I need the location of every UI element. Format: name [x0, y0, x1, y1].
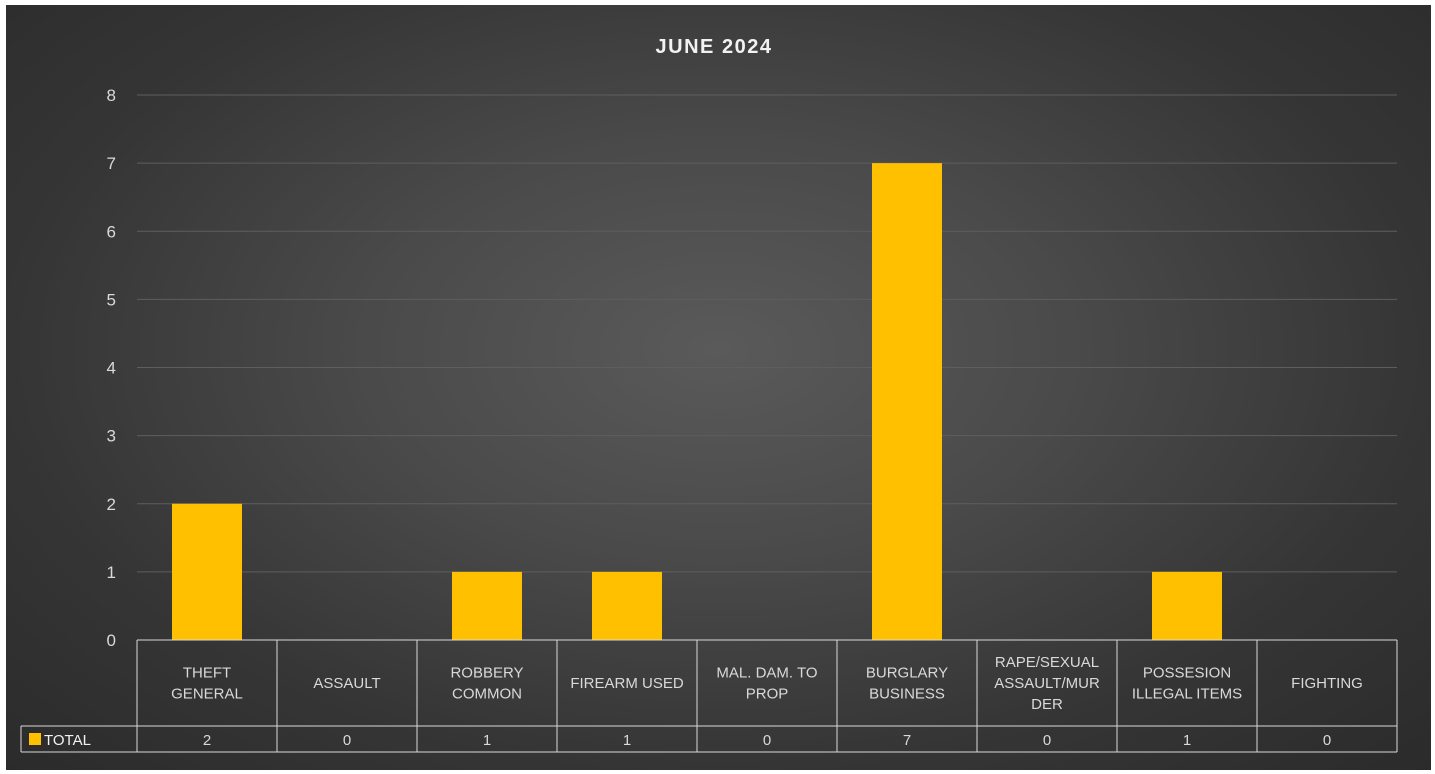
data-table-value: 1 — [1183, 732, 1191, 749]
y-tick-label: 4 — [107, 359, 116, 378]
category-label: COMMON — [452, 686, 522, 703]
data-table: THEFT GENERAL 2 ASSAULT 0 ROBBERY COMMON 1 FIREA… — [20, 639, 1398, 753]
bar — [172, 503, 242, 640]
data-table-value: 1 — [623, 732, 631, 749]
y-tick-label: 2 — [107, 495, 116, 514]
data-table-value: 0 — [343, 732, 351, 749]
legend-swatch — [29, 733, 41, 745]
category-label: FIREARM USED — [570, 675, 684, 692]
bar-chart: JUNE 2024 0 1 2 3 4 5 6 7 8 THEFT GENERAL 2 ASSAULT… — [20, 36, 1398, 753]
y-tick-label: 5 — [107, 290, 116, 309]
y-tick-label: 3 — [107, 427, 116, 446]
category-label: DER — [1031, 696, 1063, 713]
data-table-value: 7 — [903, 732, 911, 749]
gridlines — [137, 94, 1397, 573]
legend-label: TOTAL — [44, 732, 91, 749]
chart-area: JUNE 2024 0 1 2 3 4 5 6 7 8 THEFT GENERAL 2 ASSAULT… — [6, 5, 1431, 770]
bar — [592, 571, 662, 640]
data-table-value: 0 — [763, 732, 771, 749]
bar — [1152, 571, 1222, 640]
y-tick-label: 6 — [107, 222, 116, 241]
data-table-value: 1 — [483, 732, 491, 749]
category-label: GENERAL — [171, 686, 243, 703]
y-axis-ticks: 0 1 2 3 4 5 6 7 8 — [107, 86, 116, 650]
y-tick-label: 8 — [107, 86, 116, 105]
bar — [452, 571, 522, 640]
category-label: ASSAULT — [313, 675, 380, 692]
category-label: ASSAULT/MUR — [994, 675, 1100, 692]
category-label: BURGLARY — [866, 665, 948, 682]
category-label: POSSESION — [1143, 665, 1231, 682]
category-label: ROBBERY — [450, 665, 523, 682]
bar — [872, 163, 942, 640]
data-table-value: 0 — [1323, 732, 1331, 749]
y-tick-label: 7 — [107, 154, 116, 173]
category-label: THEFT — [183, 665, 231, 682]
category-label: BUSINESS — [869, 686, 945, 703]
category-label: PROP — [746, 686, 789, 703]
data-table-value: 0 — [1043, 732, 1051, 749]
category-label: RAPE/SEXUAL — [995, 654, 1099, 671]
y-tick-label: 0 — [107, 631, 116, 650]
category-label: FIGHTING — [1291, 675, 1363, 692]
category-label: ILLEGAL ITEMS — [1132, 686, 1242, 703]
bars — [172, 163, 1222, 640]
category-label: MAL. DAM. TO — [716, 665, 817, 682]
y-tick-label: 1 — [107, 563, 116, 582]
chart-title: JUNE 2024 — [656, 36, 773, 58]
data-table-value: 2 — [203, 732, 211, 749]
